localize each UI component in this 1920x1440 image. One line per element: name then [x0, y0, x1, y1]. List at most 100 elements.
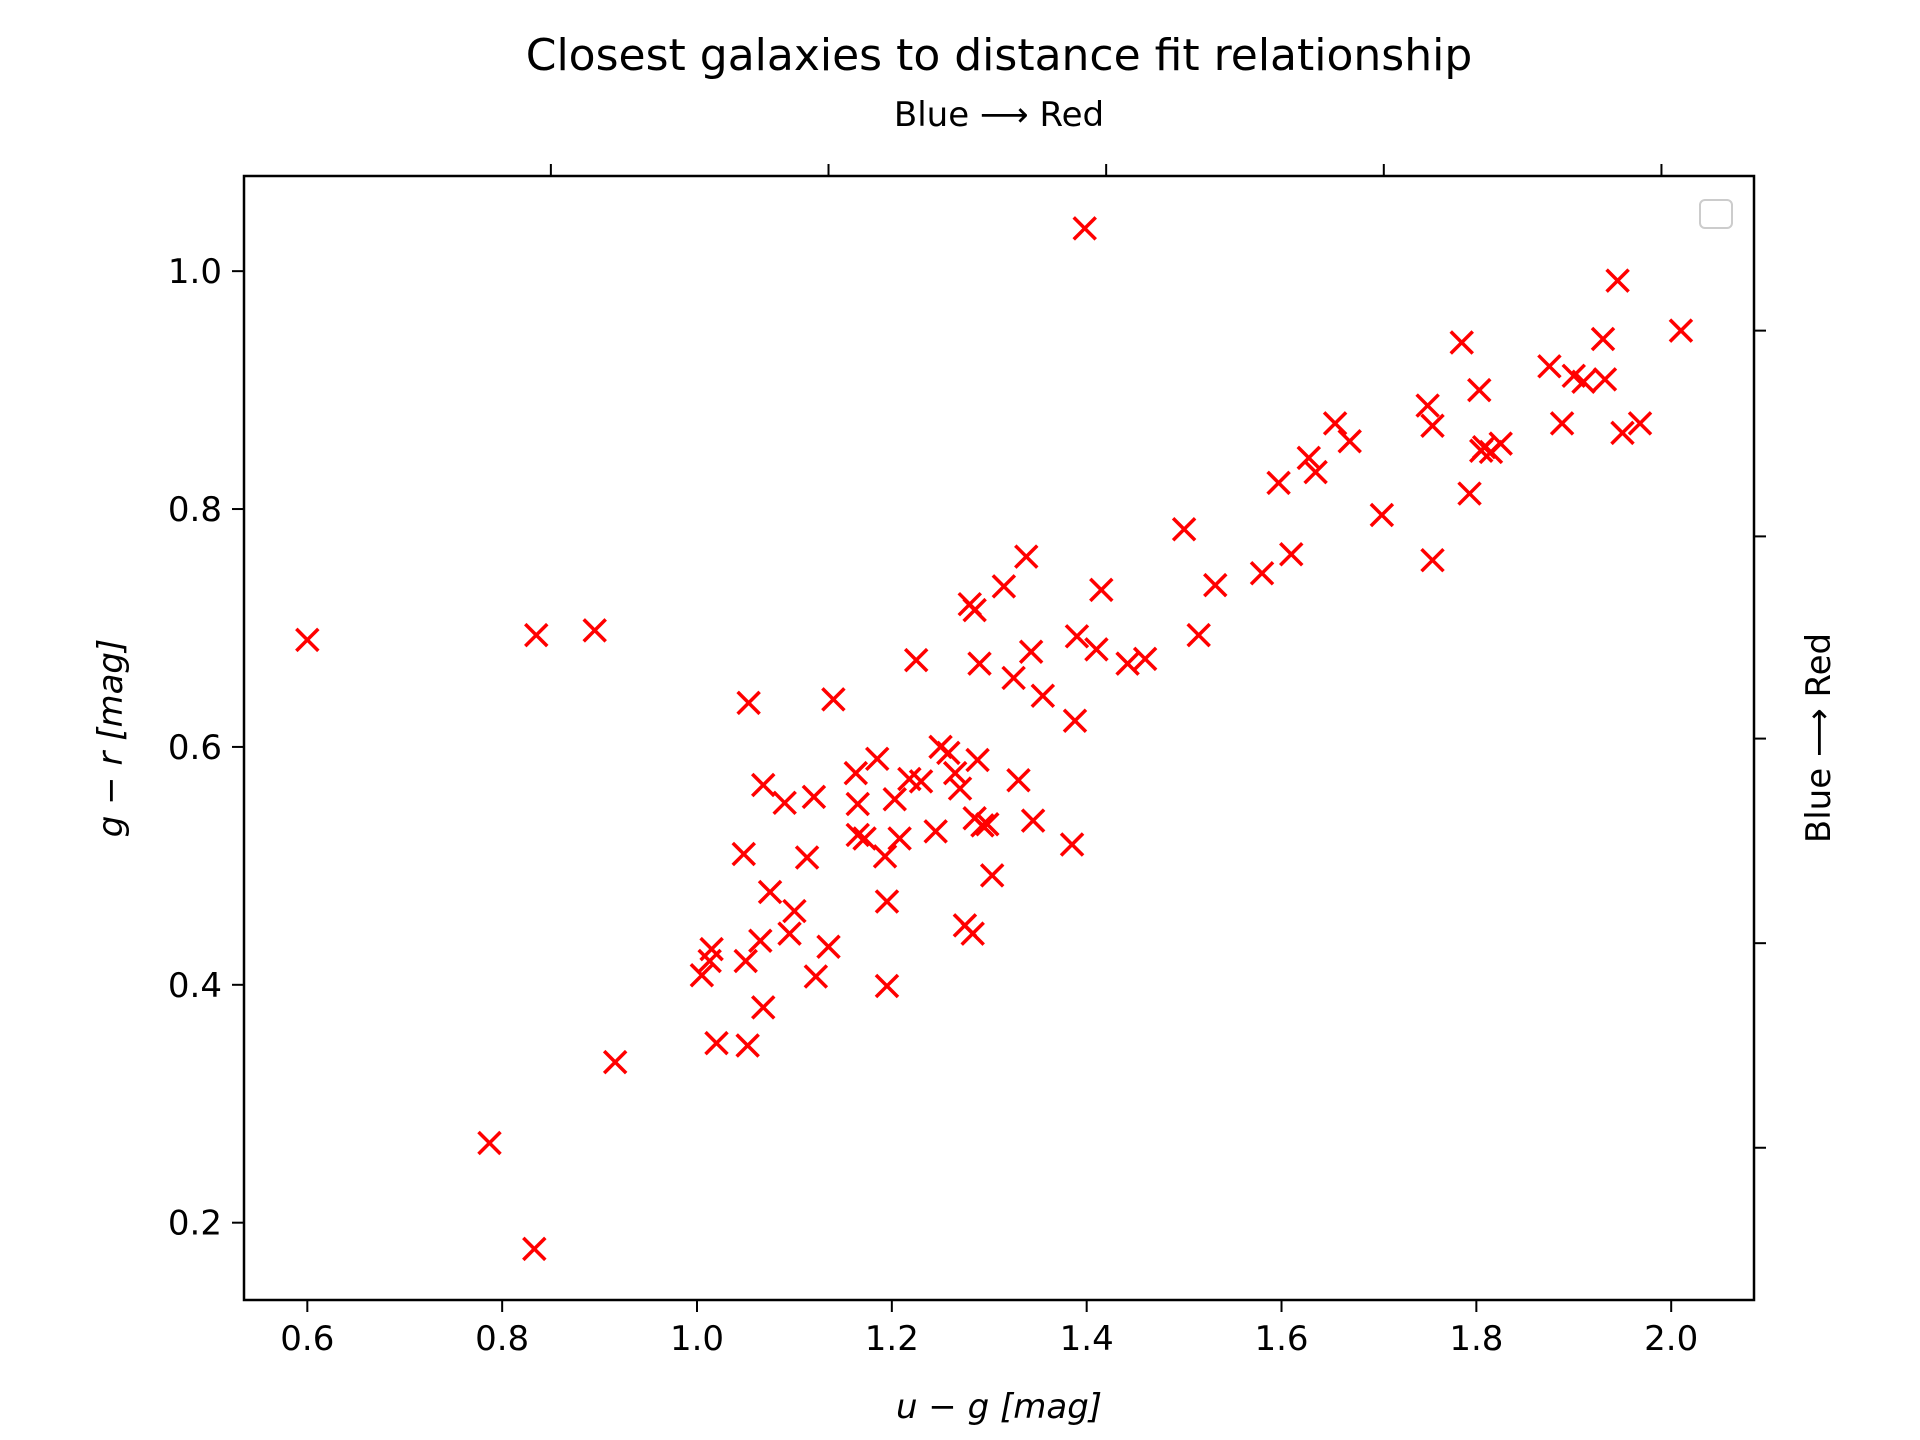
data-point: [1592, 367, 1618, 392]
y-tick-labels: 0.2 0.4 0.6 0.8 1.0: [168, 252, 222, 1244]
data-point: [731, 841, 756, 867]
data-point: [1020, 808, 1046, 833]
data-point: [1668, 318, 1694, 343]
data-point: [803, 964, 829, 989]
data-point: [1249, 561, 1275, 586]
data-point: [903, 647, 929, 673]
data-point: [947, 776, 973, 801]
data-point: [845, 822, 870, 848]
x-tick-labels: 0.6 0.8 1.0 1.2 1.4 1.6 1.8 2.0: [280, 1319, 1698, 1359]
data-point: [872, 844, 898, 869]
data-point: [942, 760, 968, 786]
data-point: [960, 921, 985, 946]
data-point: [821, 687, 846, 712]
data-point: [522, 1236, 547, 1262]
data-point: [1605, 268, 1630, 293]
y-tick-label: 0.6: [168, 728, 222, 768]
data-point: [1014, 544, 1039, 569]
data-point: [1590, 326, 1616, 352]
data-point: [965, 747, 990, 773]
data-point: [1627, 411, 1653, 436]
data-point: [1062, 708, 1088, 733]
data-point: [1030, 683, 1056, 709]
data-point: [751, 995, 776, 1020]
data-point: [1571, 369, 1596, 395]
data-point: [1303, 459, 1328, 485]
data-point: [1279, 541, 1304, 567]
x-tick-label: 0.8: [475, 1319, 529, 1359]
data-point: [733, 948, 758, 974]
data-point: [967, 651, 992, 676]
x-tick-label: 1.2: [865, 1319, 919, 1359]
data-point: [908, 769, 934, 794]
data-point: [801, 784, 827, 810]
data-point: [757, 879, 783, 905]
data-point: [864, 746, 890, 772]
data-point: [602, 1049, 628, 1075]
data-point: [1369, 502, 1395, 528]
data-point: [923, 819, 948, 844]
x-tick-label: 0.6: [280, 1319, 334, 1359]
data-point: [477, 1130, 502, 1156]
data-point: [882, 787, 907, 812]
data-point: [970, 813, 995, 838]
data-point: [1322, 411, 1348, 436]
data-point: [1449, 330, 1474, 355]
data-point: [1337, 429, 1362, 454]
data-point: [524, 622, 549, 648]
y-axis-label: g − r [mag]: [91, 639, 131, 838]
data-point: [1064, 624, 1090, 649]
data-point: [751, 772, 776, 798]
data-point: [816, 934, 841, 959]
x-tick-label: 1.6: [1254, 1319, 1308, 1359]
data-point: [1115, 651, 1140, 676]
y-tick-label: 0.8: [168, 490, 222, 530]
data-point: [1084, 637, 1109, 662]
x-tick-label: 2.0: [1644, 1319, 1698, 1359]
data-point: [704, 1030, 729, 1056]
data-point: [1018, 639, 1044, 665]
data-point: [843, 760, 869, 786]
data-point: [1488, 431, 1513, 456]
data-point: [1537, 354, 1562, 379]
data-point: [1072, 216, 1097, 241]
data-point: [689, 963, 715, 988]
data-point: [748, 928, 773, 954]
data-point: [1171, 517, 1197, 542]
data-point: [874, 889, 900, 914]
data-point: [1203, 572, 1228, 598]
data-point: [735, 1033, 760, 1058]
x-tick-label: 1.8: [1449, 1319, 1503, 1359]
legend-box: [1699, 199, 1733, 229]
data-point: [1415, 393, 1440, 418]
data-point: [1059, 832, 1085, 857]
top-axis-label: Blue ⟶ Red: [894, 95, 1104, 135]
data-point: [1186, 622, 1211, 648]
axis-ticks: [232, 164, 1766, 1312]
data-point: [936, 740, 961, 766]
data-point: [295, 627, 320, 653]
data-point: [1457, 481, 1482, 506]
plot-area-frame: [242, 174, 1756, 1302]
data-point: [1549, 411, 1575, 436]
data-point: [1420, 547, 1445, 573]
data-point: [736, 690, 761, 716]
data-point: [1089, 577, 1114, 603]
data-point: [1420, 413, 1445, 439]
data-point: [772, 790, 797, 816]
data-point: [777, 921, 802, 946]
chart-title: Closest galaxies to distance fit relatio…: [526, 30, 1473, 81]
y-tick-label: 1.0: [168, 252, 222, 292]
right-axis-label: Blue ⟶ Red: [1799, 633, 1839, 843]
data-point: [582, 618, 607, 643]
data-point: [1006, 767, 1031, 793]
y-tick-label: 0.4: [168, 966, 222, 1006]
x-axis-label: u − g [mag]: [896, 1387, 1102, 1427]
data-points: [295, 216, 1694, 1262]
data-point: [991, 574, 1017, 599]
y-tick-label: 0.2: [168, 1204, 222, 1244]
data-point: [699, 936, 724, 962]
data-point: [1610, 420, 1635, 446]
